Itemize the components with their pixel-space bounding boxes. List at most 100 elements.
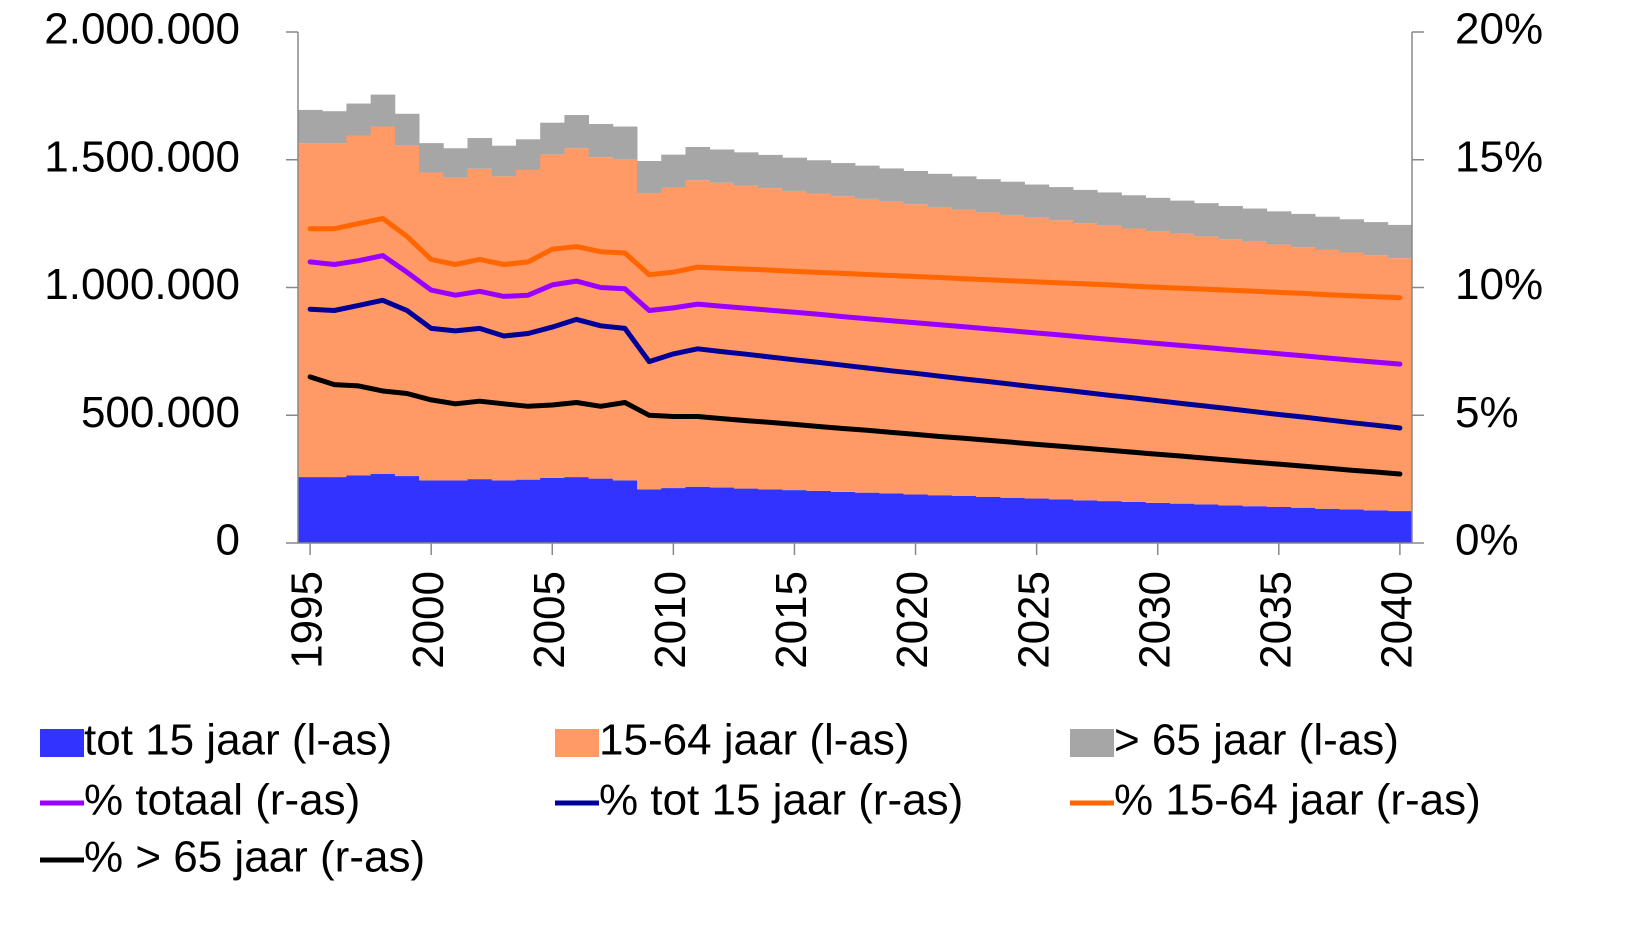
bar-segment	[419, 480, 444, 543]
bar-segment	[1072, 189, 1098, 224]
bar-segment	[467, 168, 493, 480]
bar-segment	[879, 201, 904, 494]
bar-segment	[467, 138, 493, 169]
bar-segment	[1266, 244, 1292, 507]
bar-segment	[1024, 498, 1050, 543]
x-tick-label: 1995	[283, 571, 332, 669]
bar-segment	[685, 180, 711, 487]
bar-segment	[1387, 224, 1413, 259]
bar-segment	[1000, 181, 1025, 215]
bar-segment	[976, 497, 1001, 543]
legend-label: tot 15 jaar (l-as)	[84, 716, 392, 765]
bar-segment	[1048, 499, 1074, 543]
bar-segment	[661, 488, 686, 543]
bar-segment	[855, 198, 880, 493]
bar-segment	[855, 165, 880, 199]
bar-segment	[927, 207, 953, 496]
bar-segment	[1121, 228, 1147, 502]
bar-segment	[370, 474, 396, 543]
data-line	[307, 374, 1403, 477]
bar-segment	[588, 123, 614, 158]
bar-segment	[491, 145, 517, 177]
bar-segment	[685, 486, 711, 543]
x-tick-label: 2000	[404, 571, 453, 669]
bar-segment	[709, 149, 735, 183]
bar-segment	[540, 477, 565, 543]
bar-segment	[1242, 208, 1268, 242]
bar-segment	[612, 480, 638, 543]
bar-segment	[346, 103, 372, 136]
bar-segment	[685, 146, 711, 181]
bar-segment	[1387, 511, 1413, 543]
bar-segment	[322, 111, 347, 144]
bar-segment	[830, 491, 856, 543]
bar-segment	[1315, 216, 1340, 250]
bar-segment	[637, 489, 662, 543]
bar-segment	[782, 157, 807, 191]
bar-segment	[1315, 508, 1340, 543]
x-tick-label: 2010	[646, 571, 695, 669]
legend-swatch	[40, 729, 84, 757]
bar-segment	[903, 204, 929, 495]
bar-segment	[394, 476, 420, 543]
bar-segment	[1290, 507, 1316, 543]
bar-segment	[1000, 497, 1025, 543]
bar-segment	[830, 163, 856, 197]
bar-segment	[951, 176, 977, 210]
y-tick-label: 1.000.000	[44, 260, 240, 309]
bar-segment	[1048, 187, 1074, 221]
legend-label: % 15-64 jaar (r-as)	[1114, 776, 1481, 825]
bar-segment	[758, 489, 783, 543]
y2-tick-label: 20%	[1455, 5, 1543, 54]
bar-segment	[564, 477, 590, 543]
bar-segment	[709, 487, 735, 543]
y-tick-label: 2.000.000	[44, 5, 240, 54]
bar-segment	[346, 475, 372, 543]
bar-segment	[951, 209, 977, 496]
legend-swatch	[40, 857, 84, 863]
bar-segment	[879, 168, 904, 202]
bar-segment	[370, 94, 396, 127]
y2-tick-label: 15%	[1455, 132, 1543, 181]
bar-segment	[443, 480, 468, 543]
bar-segment	[491, 176, 517, 481]
legend-label: > 65 jaar (l-as)	[1114, 716, 1399, 765]
x-tick-label: 2015	[767, 571, 816, 669]
bar-segment	[903, 494, 929, 543]
bar-segment	[515, 479, 541, 543]
bar-segment	[443, 148, 468, 178]
bar-segment	[782, 490, 807, 543]
bar-segment	[394, 113, 420, 146]
bar-segment	[855, 492, 880, 543]
bar-segment	[830, 196, 856, 492]
bar-segment	[612, 126, 638, 160]
bar-segment	[976, 179, 1001, 213]
legend-label: % > 65 jaar (r-as)	[84, 833, 425, 882]
bar-segment	[1363, 222, 1389, 256]
bar-segment	[1218, 239, 1243, 506]
bar-segment	[661, 187, 686, 489]
bar-segment	[733, 488, 759, 543]
bar-segment	[903, 170, 929, 205]
x-tick-label: 2040	[1373, 571, 1422, 669]
y-tick-label: 1.500.000	[44, 132, 240, 181]
x-tick-label: 2030	[1130, 571, 1179, 669]
bar-segment	[758, 188, 783, 490]
bar-segment	[540, 122, 565, 155]
legend-label: 15-64 jaar (l-as)	[599, 716, 910, 765]
data-line	[307, 297, 1403, 431]
y-tick-label: 500.000	[81, 388, 240, 437]
legend-swatch	[555, 800, 599, 806]
legend-swatch	[1070, 729, 1114, 757]
bar-segment	[758, 154, 783, 189]
bar-segment	[1048, 220, 1074, 500]
legend-label: % totaal (r-as)	[84, 776, 360, 825]
bar-segment	[1000, 214, 1025, 498]
bar-segment	[1339, 219, 1364, 253]
legend-swatch	[555, 729, 599, 757]
bar-segment	[1145, 197, 1171, 232]
bar-segment	[612, 159, 638, 481]
bar-segment	[588, 157, 614, 479]
bar-segment	[1145, 502, 1171, 543]
